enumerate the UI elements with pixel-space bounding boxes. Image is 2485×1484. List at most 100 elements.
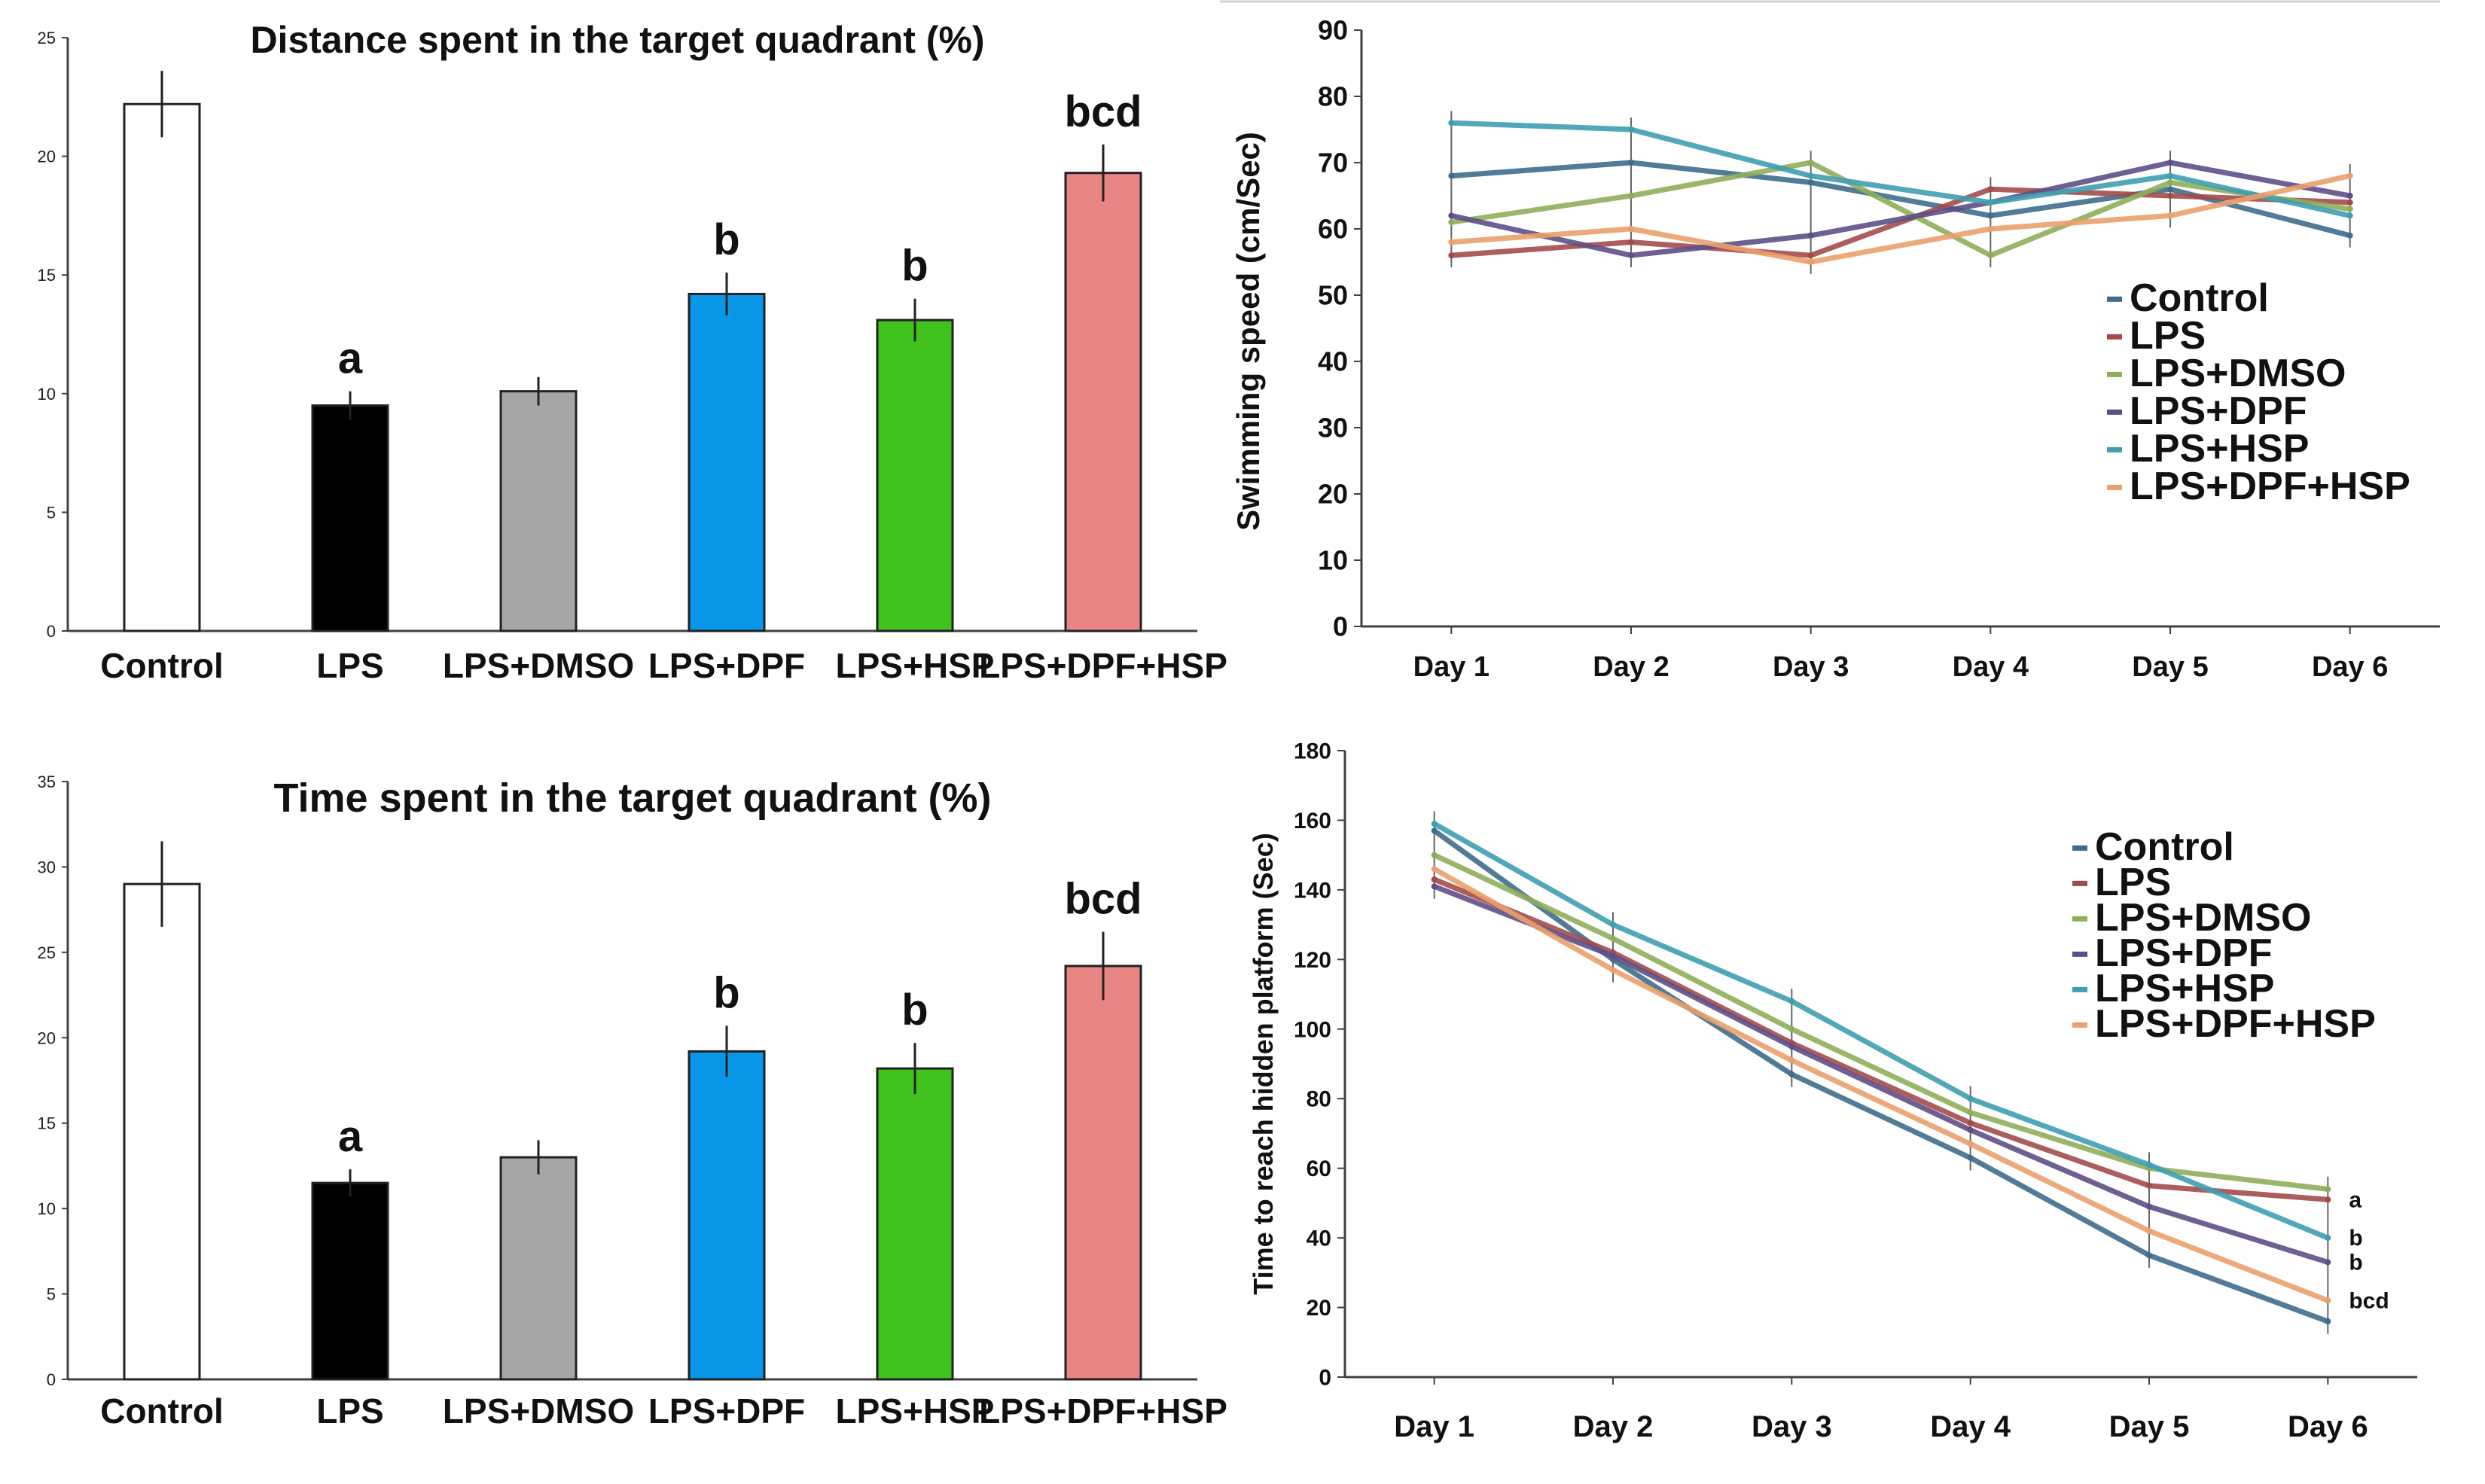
- data-point: [2146, 1227, 2152, 1234]
- data-point: [1987, 252, 1994, 259]
- x-tick-label: Day 5: [2132, 651, 2208, 683]
- x-tick-label: LPS+HSP: [836, 1391, 995, 1431]
- data-point: [1610, 935, 1616, 942]
- data-point: [1448, 212, 1455, 219]
- data-point: [2325, 1186, 2331, 1193]
- significance-label: b: [713, 215, 739, 264]
- y-tick-label: 0: [1333, 611, 1348, 642]
- y-tick-label: 60: [1307, 1156, 1331, 1181]
- data-point: [2346, 193, 2353, 199]
- data-point: [2167, 193, 2173, 199]
- legend-label: LPS+DPF: [2130, 389, 2307, 433]
- x-tick-label: LPS+DPF+HSP: [979, 646, 1227, 685]
- y-tick-label: 30: [38, 858, 56, 876]
- series-line-lps: [1451, 186, 2350, 258]
- bar-lps: [311, 404, 389, 632]
- y-tick-label: 30: [1318, 413, 1348, 443]
- data-point: [1987, 186, 1994, 193]
- series-line-lps: [1433, 876, 2328, 1202]
- y-tick-label: 180: [1294, 739, 1331, 764]
- data-point: [1610, 922, 1616, 928]
- data-point: [1448, 252, 1455, 259]
- data-point: [1807, 252, 1814, 259]
- data-point: [1967, 1126, 1974, 1133]
- data-point: [1610, 967, 1616, 974]
- data-point: [2146, 1162, 2152, 1169]
- data-point: [2167, 179, 2173, 186]
- chart-title: Distance spent in the target quadrant (%…: [250, 19, 984, 61]
- y-tick-label: 0: [1319, 1366, 1331, 1391]
- speed-chart: 0 10 20 30 40 50 60 70 80 90 Day 1 Day 2 Day 3 Day 4 D…: [1220, 0, 2440, 683]
- data-point: [2167, 172, 2173, 179]
- series-line-lps-dpf: [1450, 160, 2351, 258]
- data-point: [1788, 1025, 1795, 1032]
- data-point: [1807, 172, 1814, 179]
- data-point: [1431, 852, 1438, 858]
- x-tick-label: Day 1: [1394, 1410, 1474, 1443]
- series-line-lps-dpf-hsp: [1432, 867, 2329, 1303]
- y-tick-label: 0: [47, 622, 56, 641]
- x-tick-label: LPS+DMSO: [443, 646, 634, 685]
- y-tick-label: 10: [38, 385, 56, 404]
- significance-label: b: [713, 968, 739, 1017]
- y-tick-label: 70: [1318, 148, 1348, 178]
- data-point: [1431, 876, 1438, 883]
- x-tick-label: LPS: [316, 646, 383, 685]
- series-line-lps-hsp: [1451, 120, 2351, 218]
- significance-label: b: [901, 986, 928, 1035]
- data-point: [2346, 199, 2353, 206]
- data-point: [2146, 1203, 2152, 1210]
- bar-lps-dmso: [499, 1156, 578, 1381]
- data-point: [1788, 1057, 1795, 1064]
- end-significance-label: a: [2349, 1187, 2362, 1212]
- y-tick-label: 10: [38, 1199, 56, 1218]
- x-tick-label: Day 4: [1953, 651, 2029, 683]
- significance-label: bcd: [1064, 875, 1142, 924]
- x-tick-label: Day 6: [2312, 651, 2388, 683]
- x-tick-label: LPS+DPF: [648, 646, 805, 685]
- x-tick-label: LPS+DPF+HSP: [979, 1391, 1227, 1431]
- legend-label: LPS+DPF+HSP: [2095, 1002, 2376, 1046]
- significance-label: a: [338, 334, 363, 383]
- y-tick-label: 5: [47, 1285, 56, 1304]
- y-tick-label: 50: [1318, 280, 1348, 311]
- x-tick-label: Day 2: [1573, 1410, 1654, 1443]
- data-point: [1628, 126, 1634, 133]
- data-point: [1431, 866, 1438, 873]
- y-tick-label: 20: [38, 148, 56, 166]
- data-point: [2325, 1318, 2331, 1325]
- legend: ControlLPSLPS+DMSOLPS+DPFLPS+HSPLPS+DPF+…: [2072, 825, 2376, 1046]
- data-point: [1967, 1109, 1974, 1116]
- x-tick-label: Control: [100, 646, 224, 685]
- legend-label: LPS: [2095, 861, 2171, 904]
- x-tick-label: Day 2: [1593, 651, 1669, 683]
- y-axis-title: Swimming speed (cm/Sec): [1230, 132, 1266, 531]
- x-tick-label: Day 3: [1752, 1410, 1832, 1443]
- significance-label: a: [338, 1112, 363, 1161]
- legend-label: LPS+HSP: [2130, 427, 2309, 471]
- series-line-lps-dmso: [1450, 160, 2351, 258]
- x-tick-label: Day 4: [1930, 1410, 2011, 1443]
- significance-label: bcd: [1064, 87, 1142, 136]
- data-point: [2346, 212, 2353, 219]
- data-point: [1448, 219, 1455, 226]
- x-tick-label: Day 5: [2109, 1410, 2190, 1443]
- data-point: [1788, 1043, 1795, 1050]
- data-point: [1987, 212, 1994, 219]
- end-significance-label: bcd: [2349, 1288, 2389, 1313]
- data-point: [1431, 827, 1438, 834]
- y-axis-title: Time to reach hidden platform (Sec): [1248, 833, 1279, 1294]
- data-point: [1788, 998, 1795, 1004]
- legend-label: LPS+DMSO: [2130, 352, 2346, 395]
- y-tick-label: 5: [47, 503, 56, 522]
- bar-lps-hsp: [876, 1067, 954, 1381]
- data-point: [1987, 199, 1994, 206]
- y-tick-label: 80: [1307, 1087, 1331, 1112]
- bar-lps-dpf-hsp: [1064, 172, 1142, 632]
- y-tick-label: 100: [1294, 1017, 1331, 1042]
- legend-label: LPS+HSP: [2095, 967, 2274, 1010]
- bar-lps-dmso: [499, 390, 578, 632]
- data-point: [1431, 821, 1438, 827]
- data-point: [2146, 1182, 2152, 1189]
